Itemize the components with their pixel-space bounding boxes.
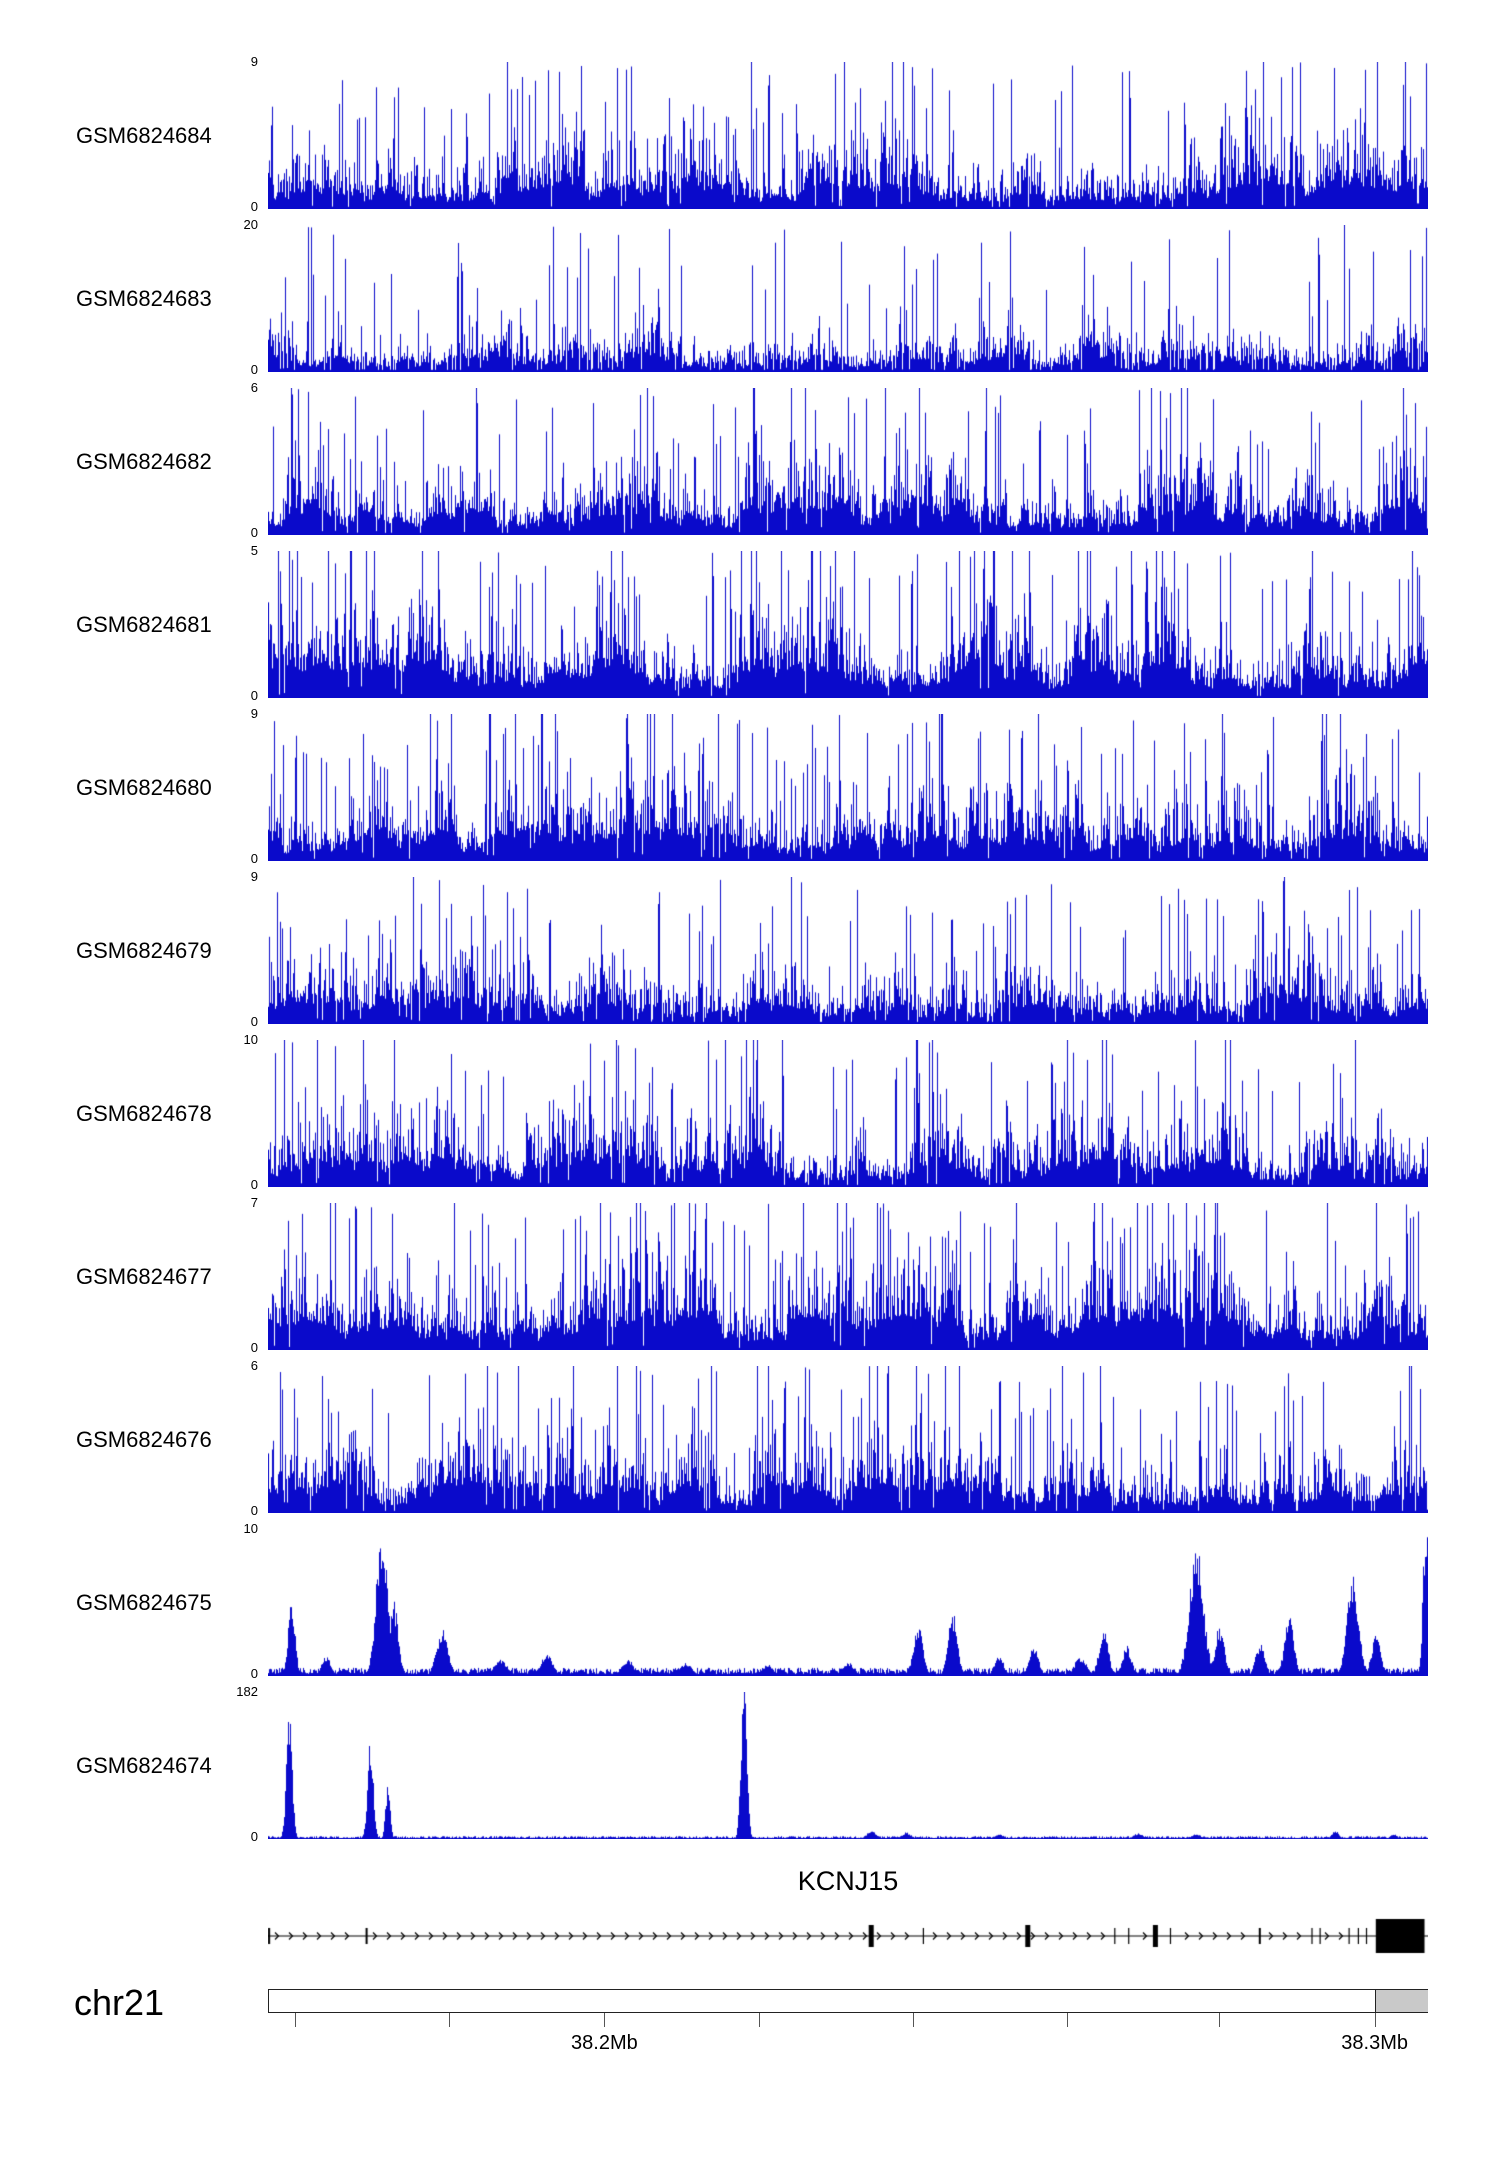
sample-label: GSM6824681 <box>76 611 212 637</box>
coverage-signal <box>268 1692 1428 1839</box>
sample-label: GSM6824676 <box>76 1426 212 1452</box>
y-axis-max-label: 9 <box>250 706 258 721</box>
axis-coordinate-label: 38.3Mb <box>1341 2032 1408 2054</box>
sample-label: GSM6824684 <box>76 122 212 148</box>
sample-label: GSM6824674 <box>76 1752 212 1778</box>
y-axis-max-label: 9 <box>250 869 258 884</box>
coverage-signal <box>268 1040 1428 1187</box>
y-axis-max-label: 182 <box>236 1684 258 1699</box>
coverage-signal <box>268 1366 1428 1513</box>
y-axis-min-label: 0 <box>250 1503 258 1518</box>
y-axis-min-label: 0 <box>250 199 258 214</box>
axis-tick <box>448 2013 450 2027</box>
coverage-signal <box>268 62 1428 209</box>
y-axis-min-label: 0 <box>250 1340 258 1355</box>
sample-label: GSM6824683 <box>76 285 212 311</box>
y-axis-min-label: 0 <box>250 362 258 377</box>
chromosome-label: chr21 <box>74 1982 165 2023</box>
coverage-track: GSM6824683 20 0 <box>0 218 1500 376</box>
gene-name: KCNJ15 <box>797 1866 899 1896</box>
sample-label: GSM6824680 <box>76 774 212 800</box>
coverage-signal <box>268 877 1428 1024</box>
coverage-track: GSM6824678 10 0 <box>0 1033 1500 1191</box>
coverage-signal <box>268 1203 1428 1350</box>
axis-tick <box>604 2013 606 2027</box>
coverage-track: GSM6824680 9 0 <box>0 707 1500 865</box>
sample-label: GSM6824682 <box>76 448 212 474</box>
coverage-track: GSM6824682 6 0 <box>0 381 1500 539</box>
sample-label: GSM6824677 <box>76 1263 212 1289</box>
y-axis-max-label: 20 <box>243 217 258 232</box>
coverage-signal <box>268 388 1428 535</box>
coverage-track: GSM6824675 10 0 <box>0 1522 1500 1680</box>
coverage-track: GSM6824676 6 0 <box>0 1359 1500 1517</box>
sample-label: GSM6824675 <box>76 1589 212 1615</box>
axis-tick <box>1374 2013 1376 2027</box>
y-axis-min-label: 0 <box>250 1666 258 1681</box>
y-axis-max-label: 10 <box>243 1032 258 1047</box>
coverage-signal <box>268 551 1428 698</box>
y-axis-max-label: 9 <box>250 54 258 69</box>
y-axis-min-label: 0 <box>250 525 258 540</box>
coverage-signal <box>268 225 1428 372</box>
ideogram-gray-band <box>1374 1990 1428 2012</box>
sample-label: GSM6824679 <box>76 937 212 963</box>
coverage-signal <box>268 1529 1428 1676</box>
coverage-track: GSM6824679 9 0 <box>0 870 1500 1028</box>
axis-tick <box>912 2013 914 2027</box>
y-axis-min-label: 0 <box>250 1014 258 1029</box>
axis-coordinate-label: 38.2Mb <box>571 2032 638 2054</box>
axis-tick <box>294 2013 296 2027</box>
coverage-track: GSM6824684 9 0 <box>0 55 1500 213</box>
sample-label: GSM6824678 <box>76 1100 212 1126</box>
y-axis-max-label: 10 <box>243 1521 258 1536</box>
y-axis-max-label: 6 <box>250 380 258 395</box>
y-axis-max-label: 6 <box>250 1358 258 1373</box>
y-axis-min-label: 0 <box>250 851 258 866</box>
coverage-track: GSM6824674 182 0 <box>0 1685 1500 1843</box>
chromosome-ideogram <box>268 1989 1428 2013</box>
axis-tick <box>758 2013 760 2027</box>
axis-tick <box>1067 2013 1069 2027</box>
axis-tick <box>1219 2013 1221 2027</box>
coverage-track: GSM6824681 5 0 <box>0 544 1500 702</box>
y-axis-max-label: 5 <box>250 543 258 558</box>
y-axis-max-label: 7 <box>250 1195 258 1210</box>
y-axis-min-label: 0 <box>250 688 258 703</box>
gene-model <box>268 1912 1428 1960</box>
coverage-signal <box>268 714 1428 861</box>
y-axis-min-label: 0 <box>250 1829 258 1844</box>
coverage-track: GSM6824677 7 0 <box>0 1196 1500 1354</box>
y-axis-min-label: 0 <box>250 1177 258 1192</box>
